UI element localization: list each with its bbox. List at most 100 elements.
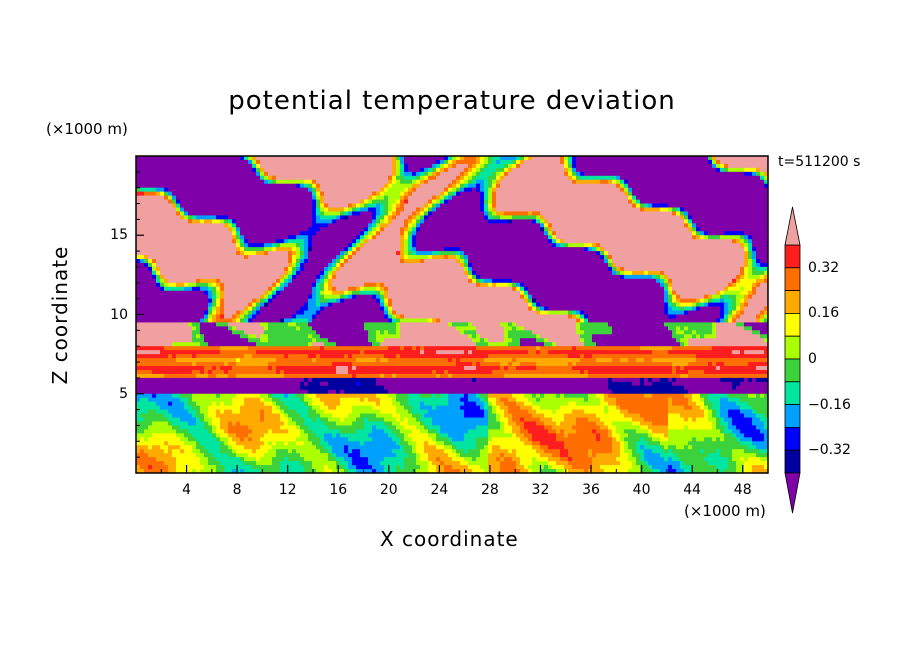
field-cell (244, 183, 249, 189)
field-cell (484, 175, 489, 181)
field-cell (384, 203, 389, 209)
field-cell (296, 171, 301, 177)
field-cell (312, 191, 317, 197)
field-cell (540, 187, 545, 193)
field-cell (676, 156, 681, 161)
field-cell (192, 159, 197, 165)
field-cell (756, 175, 761, 181)
field-cell (480, 227, 485, 232)
field-cell (372, 167, 377, 173)
field-cell (428, 235, 433, 240)
field-cell (408, 274, 413, 280)
field-cell (380, 278, 385, 284)
field-cell (216, 270, 221, 276)
field-cell (176, 191, 181, 197)
field-cell (204, 223, 209, 228)
field-cell (488, 195, 493, 201)
field-cell (696, 167, 701, 173)
field-cell (324, 163, 329, 169)
field-cell (596, 266, 601, 272)
field-cell (604, 199, 609, 205)
field-cell (324, 239, 329, 244)
field-cell (292, 262, 297, 268)
field-cell (752, 262, 757, 268)
field-cell (200, 239, 205, 244)
field-cell (712, 239, 717, 244)
field-cell (276, 199, 281, 205)
field-cell (420, 175, 425, 181)
field-cell (332, 262, 337, 268)
field-cell (240, 215, 245, 220)
field-cell (588, 255, 593, 260)
field-cell (512, 274, 517, 280)
field-cell (304, 223, 309, 228)
field-cell (724, 156, 729, 161)
field-cell (544, 270, 549, 276)
field-cell (584, 167, 589, 173)
field-cell (160, 195, 165, 201)
field-cell (620, 219, 625, 224)
field-cell (488, 239, 493, 244)
field-cell (400, 207, 405, 213)
field-cell (280, 171, 285, 177)
field-cell (548, 243, 553, 248)
field-cell (216, 259, 221, 264)
field-cell (732, 199, 737, 205)
field-cell (180, 191, 185, 197)
field-cell (280, 231, 285, 236)
field-cell (228, 167, 233, 173)
field-cell (636, 255, 641, 260)
field-cell (624, 243, 629, 248)
field-cell (428, 215, 433, 220)
field-cell (232, 215, 237, 220)
field-cell (324, 207, 329, 213)
field-cell (712, 270, 717, 276)
field-cell (488, 163, 493, 169)
field-cell (680, 223, 685, 228)
field-cell (472, 219, 477, 224)
field-cell (224, 203, 229, 209)
field-cell (544, 159, 549, 165)
field-cell (188, 239, 193, 244)
field-cell (204, 195, 209, 201)
field-cell (760, 274, 765, 280)
field-cell (380, 163, 385, 169)
field-cell (684, 215, 689, 220)
field-cell (332, 227, 337, 232)
field-cell (452, 231, 457, 236)
field-cell (376, 191, 381, 197)
field-cell (616, 156, 621, 161)
field-cell (724, 262, 729, 268)
field-cell (212, 231, 217, 236)
field-cell (176, 259, 181, 264)
field-cell (676, 199, 681, 205)
field-cell (188, 187, 193, 193)
field-cell (264, 159, 269, 165)
field-cell (536, 211, 541, 217)
field-cell (200, 274, 205, 280)
field-cell (308, 207, 313, 213)
field-cell (720, 259, 725, 264)
field-cell (712, 179, 717, 185)
field-cell (700, 274, 705, 280)
field-cell (184, 156, 189, 161)
field-cell (288, 163, 293, 169)
field-cell (172, 187, 177, 193)
field-cell (556, 235, 561, 240)
field-cell (556, 259, 561, 264)
field-cell (716, 171, 721, 177)
field-cell (676, 179, 681, 185)
field-cell (608, 163, 613, 169)
field-cell (324, 159, 329, 165)
field-cell (312, 278, 317, 284)
field-cell (184, 243, 189, 248)
field-cell (512, 207, 517, 213)
field-cell (136, 235, 141, 240)
field-cell (472, 278, 477, 284)
field-cell (744, 159, 749, 165)
field-cell (608, 187, 613, 193)
field-cell (688, 274, 693, 280)
field-cell (412, 223, 417, 228)
field-cell (516, 219, 521, 224)
field-cell (464, 235, 469, 240)
